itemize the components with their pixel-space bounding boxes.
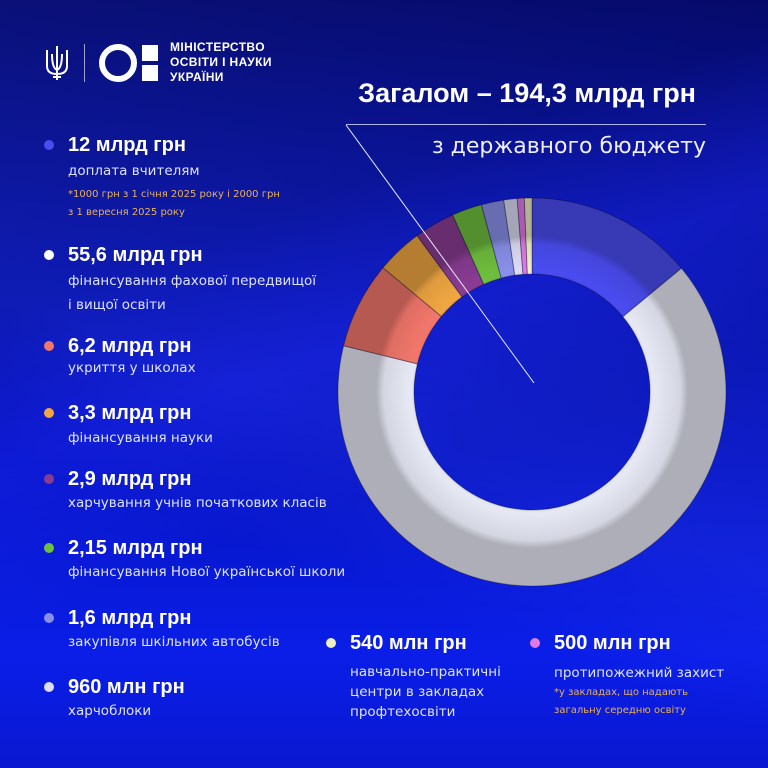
- legend-amount: 3,3 млрд грн: [68, 402, 192, 424]
- legend-desc: центри в закладах: [350, 684, 485, 700]
- legend-note: з 1 вересня 2025 року: [68, 207, 185, 218]
- legend-dot: [44, 474, 54, 484]
- ministry-line-1: МІНІСТЕРСТВО: [170, 40, 265, 54]
- legend-note: загальну середню освіту: [554, 705, 686, 716]
- title-underline: [346, 124, 706, 125]
- legend-desc: доплата вчителям: [68, 163, 200, 179]
- legend-desc: профтехосвіти: [350, 704, 456, 720]
- legend-amount: 500 млн грн: [554, 632, 671, 654]
- legend-dot: [326, 638, 336, 648]
- header-divider: [84, 43, 85, 82]
- legend-desc: фінансування науки: [68, 430, 213, 446]
- legend-desc: закупівля шкільних автобусів: [68, 634, 280, 650]
- legend-dot: [44, 543, 54, 553]
- legend-amount: 1,6 млрд грн: [68, 607, 192, 629]
- legend-dot: [44, 341, 54, 351]
- legend-note: *1000 грн з 1 січня 2025 року і 2000 грн: [68, 189, 280, 200]
- donut-chart: [337, 197, 727, 587]
- legend-desc: протипожежний захист: [554, 665, 725, 681]
- chart-title: Загалом – 194,3 млрд грн: [358, 78, 696, 108]
- legend-dot: [44, 613, 54, 623]
- legend-desc: і вищої освіти: [68, 297, 166, 313]
- legend-amount: 12 млрд грн: [68, 134, 186, 156]
- legend-desc: навчально-практичні: [350, 664, 501, 680]
- legend-amount: 2,15 млрд грн: [68, 537, 203, 559]
- legend-desc: фінансування фахової передвищої: [68, 273, 317, 289]
- legend-dot: [44, 250, 54, 260]
- legend-desc: харчоблоки: [68, 703, 152, 719]
- trident-icon: [46, 45, 68, 80]
- mon-logo-icon: [99, 43, 158, 82]
- legend-dot: [44, 682, 54, 692]
- legend-desc: фінансування Нової української школи: [68, 564, 346, 580]
- legend-amount: 960 млн грн: [68, 676, 185, 698]
- legend-dot: [44, 140, 54, 150]
- ministry-name: МІНІСТЕРСТВО ОСВІТИ І НАУКИ УКРАЇНИ: [170, 40, 272, 85]
- ministry-line-3: УКРАЇНИ: [170, 70, 224, 84]
- legend-amount: 540 млн грн: [350, 632, 467, 654]
- chart-subtitle: з державного бюджету: [431, 134, 706, 159]
- legend-dot: [530, 638, 540, 648]
- legend-dot: [44, 408, 54, 418]
- legend-desc: харчування учнів початкових класів: [68, 495, 327, 511]
- legend-desc: укриття у школах: [68, 360, 196, 376]
- legend-amount: 2,9 млрд грн: [68, 468, 192, 490]
- legend-amount: 6,2 млрд грн: [68, 335, 192, 357]
- header: МІНІСТЕРСТВО ОСВІТИ І НАУКИ УКРАЇНИ: [44, 40, 272, 85]
- legend-amount: 55,6 млрд грн: [68, 244, 203, 266]
- ministry-line-2: ОСВІТИ І НАУКИ: [170, 55, 272, 69]
- legend-note: *у закладах, що надають: [554, 687, 688, 698]
